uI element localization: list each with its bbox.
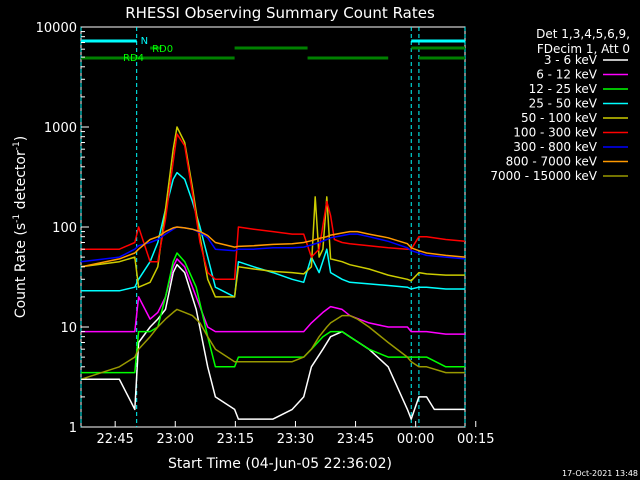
legend-label-7: 800 - 7000 keV	[506, 155, 598, 169]
y-label-part-3: )	[13, 136, 29, 141]
series-line-8	[80, 308, 465, 381]
observing-status-bars: N RD0 RD4	[81, 36, 465, 64]
timestamp: 17-Oct-2021 13:48	[562, 469, 638, 478]
legend-header-1: Det 1,3,4,5,6,9,	[536, 27, 630, 41]
saa-label-0: RD0	[152, 44, 173, 55]
y-tick-label-3: 1000	[44, 121, 77, 136]
x-axis-label: Start Time (04-Jun-05 22:36:02)	[168, 456, 392, 472]
x-tick-label-1: 23:00	[157, 432, 194, 447]
y-tick-label-4: 10000	[36, 21, 77, 36]
night-label: N	[141, 36, 148, 47]
saa-label-1: RD4	[123, 53, 144, 64]
x-tick-label-2: 23:15	[217, 432, 254, 447]
y-tick-label-1: 10	[60, 321, 77, 336]
y-label-part-2: detector	[13, 150, 29, 214]
series-line-5	[81, 133, 466, 281]
y-tick-label-2: 100	[52, 221, 77, 236]
legend-label-1: 6 - 12 keV	[536, 68, 598, 82]
x-axis: 22:45 23:00 23:15 23:30 23:45 00:00 00:15	[96, 421, 494, 447]
x-tick-label-4: 23:45	[337, 432, 374, 447]
y-axis-label: Count Rate (s-1 detector-1)	[12, 136, 29, 318]
y-tick-label-0: 1	[69, 421, 77, 436]
x-tick-label-0: 22:45	[96, 432, 133, 447]
legend-label-8: 7000 - 15000 keV	[490, 169, 597, 183]
legend-label-0: 3 - 6 keV	[544, 53, 598, 67]
x-tick-label-5: 00:00	[397, 432, 434, 447]
legend-header-2: FDecim 1, Att 0	[537, 42, 630, 56]
y-label-part-1: Count Rate (s	[13, 223, 29, 318]
y-axis: 1 10 100 1000 10000	[36, 21, 89, 436]
legend-label-2: 12 - 25 keV	[529, 82, 598, 96]
series-line-1	[81, 258, 465, 335]
series-line-2	[81, 252, 465, 374]
series-line-7	[80, 226, 466, 268]
y-label-sup-1: -1	[12, 214, 22, 223]
legend-label-6: 300 - 800 keV	[513, 140, 597, 154]
series-line-3	[81, 171, 465, 298]
x-tick-label-6: 00:15	[457, 432, 494, 447]
series-line-6	[80, 226, 466, 263]
legend-label-5: 100 - 300 keV	[513, 126, 597, 140]
series-line-4	[80, 126, 465, 298]
y-label-sup-2: -1	[12, 141, 22, 150]
series-line-0	[81, 263, 465, 420]
legend: Det 1,3,4,5,6,9, FDecim 1, Att 0 3 - 6 k…	[490, 27, 630, 183]
series-group	[80, 126, 466, 420]
legend-label-3: 25 - 50 keV	[529, 97, 598, 111]
chart-title: RHESSI Observing Summary Count Rates	[125, 4, 435, 22]
legend-label-4: 50 - 100 keV	[521, 111, 598, 125]
x-tick-label-3: 23:30	[277, 432, 314, 447]
